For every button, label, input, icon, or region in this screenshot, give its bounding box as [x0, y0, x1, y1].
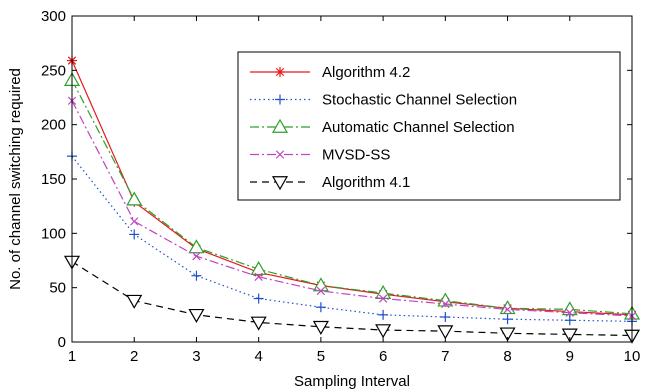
data-point [126, 191, 143, 206]
x-tick-label: 4 [254, 348, 262, 365]
data-point [126, 294, 143, 309]
legend-box [237, 51, 621, 201]
legend-marker [271, 118, 289, 133]
x-axis-label: Sampling Interval [294, 373, 410, 389]
legend-marker [271, 176, 289, 191]
legend-label: MVSD-SS [322, 147, 390, 164]
data-point [253, 293, 264, 304]
y-tick-label: 0 [58, 334, 66, 351]
y-tick-label: 100 [41, 225, 66, 242]
legend-entry: Algorithm 4.2 [250, 64, 410, 81]
legend-label: Algorithm 4.1 [322, 174, 410, 191]
legend-marker [275, 94, 285, 105]
data-point [129, 229, 140, 240]
x-tick-label: 3 [192, 348, 200, 365]
legend-label: Automatic Channel Selection [322, 119, 515, 136]
data-point [188, 308, 205, 324]
legend-label: Stochastic Channel Selection [322, 92, 517, 109]
y-tick-label: 300 [41, 8, 66, 25]
series-line [71, 100, 633, 317]
legend-entry: MVSD-SS [250, 147, 390, 164]
legend-marker [275, 150, 285, 159]
data-point [254, 272, 263, 281]
data-point [250, 316, 267, 331]
data-point [188, 239, 205, 254]
data-point [191, 270, 202, 281]
series-line [71, 261, 633, 337]
data-point [192, 251, 201, 261]
legend-entry: Automatic Channel Selection [250, 118, 515, 136]
legend-label: Algorithm 4.2 [322, 64, 410, 81]
x-tick-label: 10 [624, 348, 641, 365]
data-point [250, 260, 267, 276]
legend-entry: Stochastic Channel Selection [250, 92, 517, 109]
data-point [378, 294, 388, 303]
y-tick-label: 150 [41, 171, 66, 188]
series-line [71, 155, 633, 322]
data-point [312, 320, 329, 335]
data-point [565, 308, 574, 317]
y-tick-label: 200 [41, 117, 66, 134]
y-axis-label: No. of channel switching required [7, 68, 24, 290]
y-tick-label: 50 [49, 280, 66, 297]
legend: Algorithm 4.2 Stochastic Channel Selectio… [237, 51, 621, 201]
x-tick-label: 2 [130, 348, 138, 365]
legend-marker [275, 67, 285, 77]
data-point [561, 301, 578, 316]
data-point [499, 300, 516, 315]
x-tick-label: 6 [379, 348, 387, 365]
data-point [378, 309, 389, 320]
x-tick-label: 8 [503, 348, 511, 365]
data-point [437, 292, 454, 307]
x-tick-label: 1 [68, 348, 76, 365]
data-point [440, 312, 451, 323]
y-tick-label: 250 [41, 62, 66, 79]
series-line [71, 79, 633, 315]
x-tick-label: 5 [317, 348, 325, 365]
data-point [130, 217, 139, 226]
x-tick-label: 9 [566, 348, 574, 365]
x-tick-label: 7 [441, 348, 449, 365]
data-point [499, 327, 516, 342]
series-5 [63, 255, 641, 344]
series-4 [67, 96, 637, 321]
data-point [502, 314, 513, 325]
data-point [316, 286, 326, 296]
data-point [437, 325, 454, 340]
data-point [561, 328, 578, 343]
legend-entry: Algorithm 4.1 [250, 174, 410, 191]
data-point [564, 315, 575, 326]
data-point [441, 299, 450, 309]
data-point [375, 324, 392, 339]
data-point [503, 305, 512, 314]
data-point [315, 302, 326, 313]
